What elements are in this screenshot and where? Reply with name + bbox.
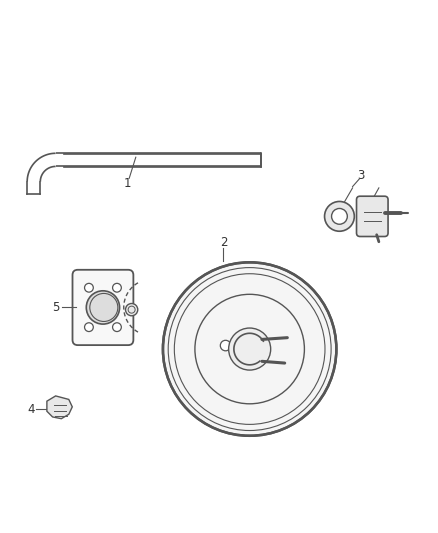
Circle shape [113, 284, 121, 292]
FancyBboxPatch shape [73, 270, 134, 345]
Text: 1: 1 [123, 177, 131, 190]
Circle shape [220, 340, 231, 351]
Text: 2: 2 [219, 236, 227, 249]
Text: 3: 3 [358, 169, 365, 182]
Circle shape [332, 208, 347, 224]
Polygon shape [47, 396, 72, 419]
Circle shape [163, 262, 336, 436]
Circle shape [85, 284, 93, 292]
Circle shape [126, 303, 138, 316]
Text: 5: 5 [52, 301, 60, 314]
Circle shape [86, 291, 120, 324]
Text: 4: 4 [27, 402, 35, 416]
FancyBboxPatch shape [357, 196, 388, 237]
Circle shape [113, 323, 121, 332]
Circle shape [229, 328, 271, 370]
Circle shape [325, 201, 354, 231]
Circle shape [85, 323, 93, 332]
